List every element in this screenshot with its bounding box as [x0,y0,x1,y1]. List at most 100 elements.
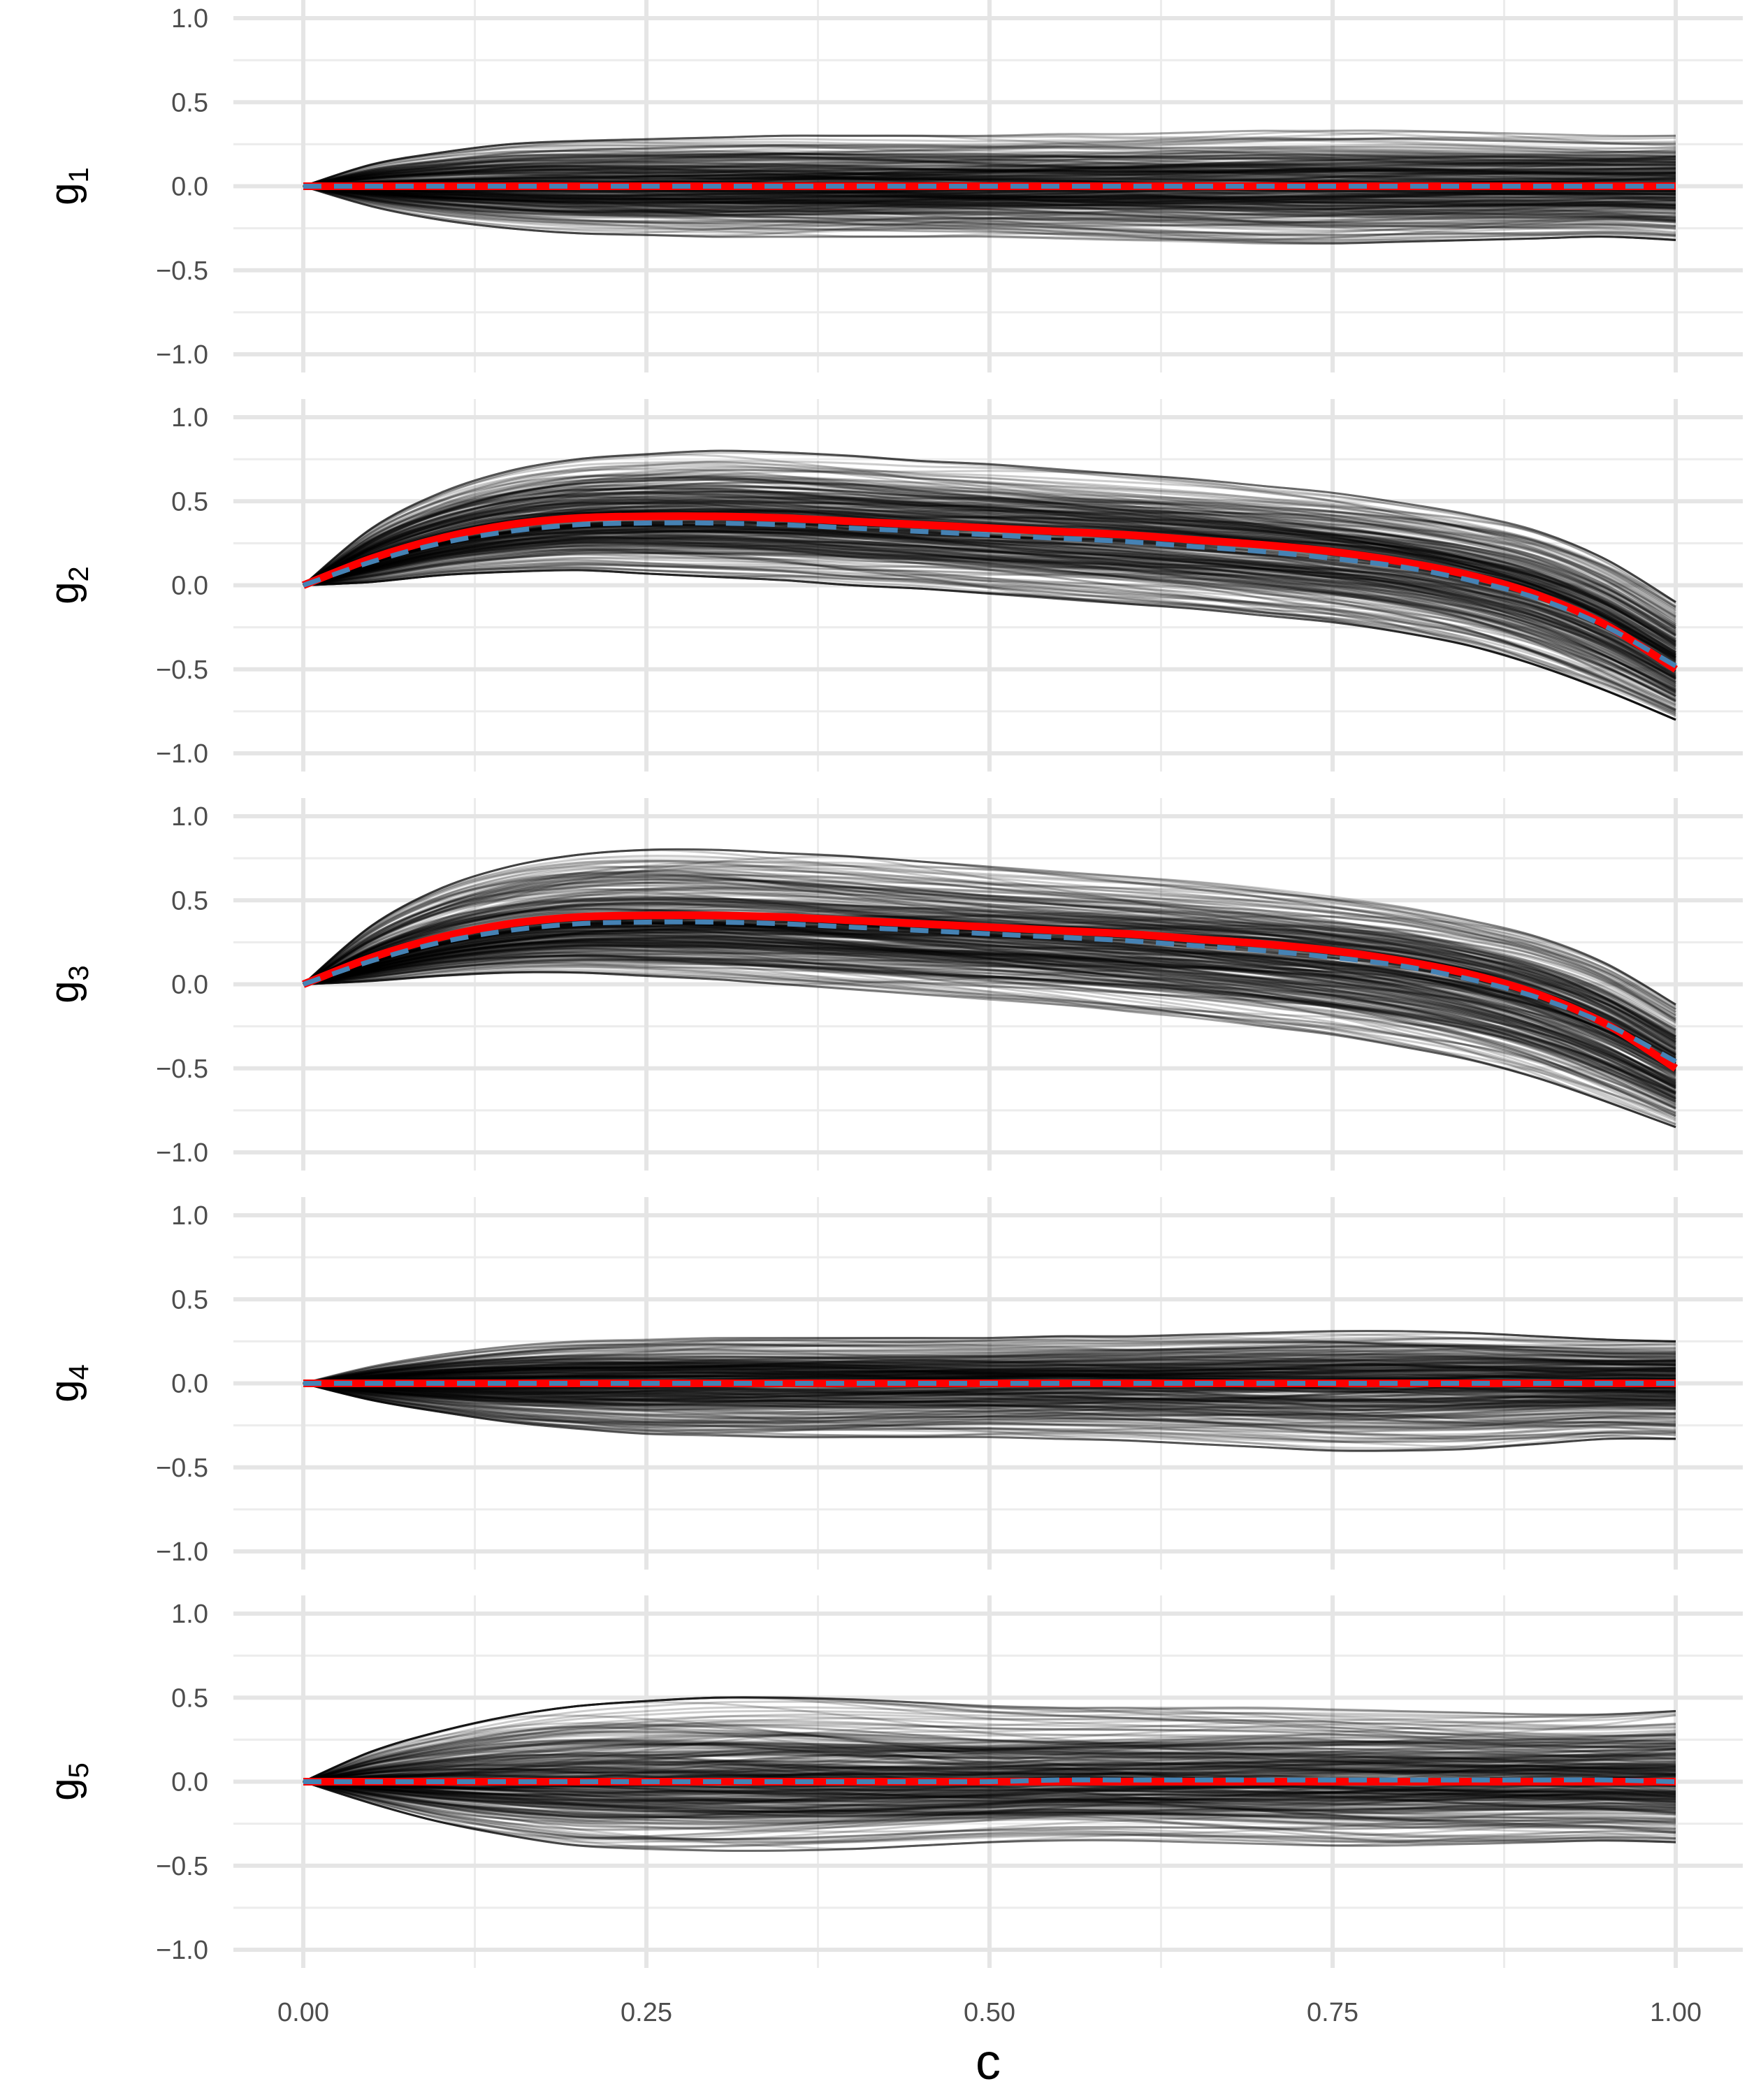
sample-path [303,938,1676,1099]
sample-path [303,1721,1676,1783]
sample-path [303,1781,1676,1824]
sample-path [303,185,1676,219]
sample-path [303,954,1676,1110]
sample-path [303,1369,1676,1384]
panel-label-subscript: 5 [64,1762,94,1778]
sample-path [303,1696,1676,1783]
sample-path [303,1356,1676,1384]
sample-path [303,1760,1676,1834]
sample-path [303,549,1676,690]
sample-path [303,1781,1676,1813]
sample-path [303,1732,1676,1783]
sample-path [303,185,1676,219]
sample-path [303,158,1676,187]
sample-path [303,1781,1676,1809]
sample-path [303,1330,1676,1384]
sample-path [303,1760,1676,1783]
sample-path [303,565,1676,721]
sample-path [303,530,1676,680]
sample-path [303,185,1676,219]
sample-path [303,540,1676,659]
sample-path [303,1781,1676,1825]
sample-path [303,943,1676,1117]
sample-path [303,1382,1676,1407]
sample-path [303,960,1676,1099]
sample-path [303,561,1676,711]
sample-path [303,895,1676,1043]
sample-path [303,1357,1676,1384]
sample-path [303,957,1676,1086]
sample-path [303,940,1676,1115]
sample-path [303,1753,1676,1783]
sample-path [303,150,1676,187]
sample-path [303,934,1676,1093]
sample-path [303,868,1676,1023]
sample-path [303,1382,1676,1407]
sample-path [303,511,1676,673]
sample-path [303,1764,1676,1803]
sample-path [303,1753,1676,1783]
sample-path [303,1352,1676,1384]
sample-path [303,1382,1676,1427]
x-tick-label: 0.75 [1307,1998,1358,2027]
sample-path [303,169,1676,213]
sample-path [303,1367,1676,1384]
sample-path [303,1382,1676,1419]
panel-label-subscript: 4 [64,1364,94,1380]
sample-path [303,941,1676,1096]
sample-path [303,185,1676,210]
sample-path [303,1382,1676,1424]
sample-path [303,167,1676,187]
sample-path [303,1747,1676,1789]
sample-path [303,1382,1676,1424]
sample-path [303,476,1676,657]
sample-path [303,449,1676,605]
sample-path [303,1362,1676,1407]
sample-path [303,1375,1676,1402]
sample-path [303,529,1676,680]
sample-path [303,1781,1676,1825]
sample-path [303,955,1676,1109]
sample-path [303,1725,1676,1783]
sample-path [303,185,1676,212]
sample-path [303,1781,1676,1804]
sample-path [303,185,1676,241]
sample-path [303,489,1676,637]
sample-path [303,1382,1676,1436]
sample-path [303,528,1676,686]
sample-path [303,962,1676,1070]
sample-path [303,1357,1676,1384]
sample-path [303,1769,1676,1783]
sample-path [303,158,1676,187]
sample-path [303,185,1676,245]
sample-path [303,185,1676,237]
sample-path [303,169,1676,187]
sample-path [303,449,1676,624]
sample-path [303,185,1676,208]
sample-path [303,1382,1676,1425]
sample-path [303,1382,1676,1422]
sample-path [303,1741,1676,1783]
sample-path [303,145,1676,191]
sample-path [303,1369,1676,1407]
true-function-line [302,512,1678,673]
sample-path [303,1367,1676,1384]
sample-path [303,1356,1676,1384]
sample-path [303,1374,1676,1394]
sample-path [303,1382,1676,1427]
sample-path [303,185,1676,205]
panel-1: 1.0 0.5 0.0 −0.5 −1.0 g1 [42,0,1743,372]
sample-path [303,1781,1676,1816]
sample-path [303,477,1676,658]
sample-path [303,507,1676,695]
sample-path [303,172,1676,187]
sample-path [303,1382,1676,1417]
sample-path [303,1766,1676,1802]
sample-path [303,874,1676,1006]
sample-path [303,1357,1676,1384]
sample-path [303,1734,1676,1783]
sample-path [303,1361,1676,1384]
sample-path [303,1758,1676,1783]
sample-path [303,1330,1676,1384]
sample-path [303,166,1676,202]
